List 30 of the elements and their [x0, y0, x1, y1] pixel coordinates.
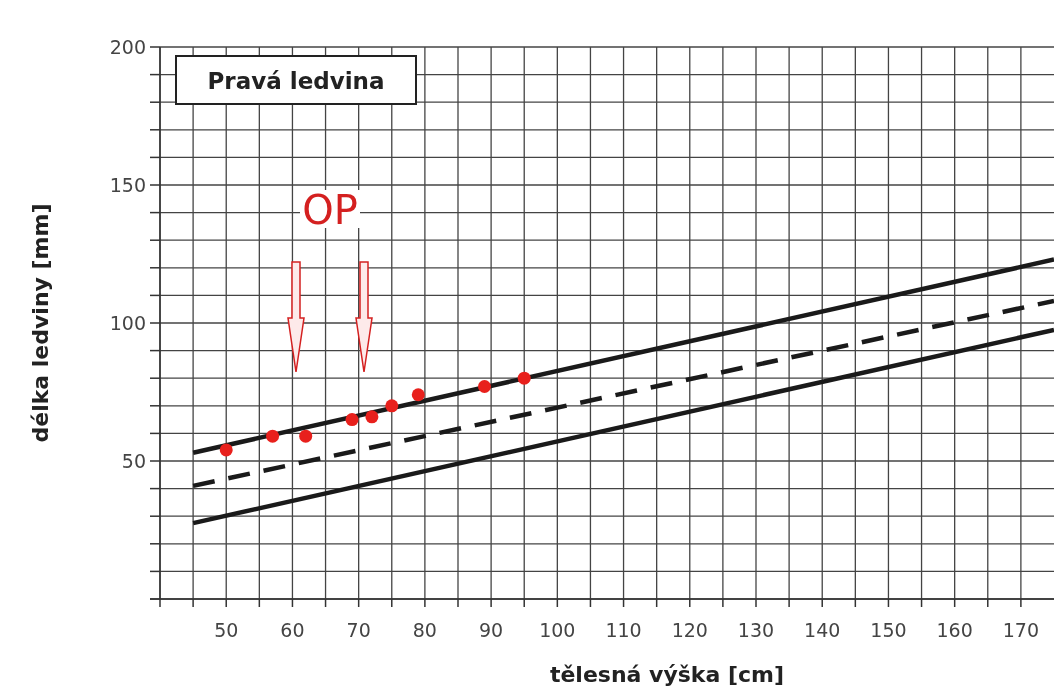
- text: Pravá ledvina: [207, 68, 385, 94]
- x-tick-label: 60: [280, 619, 305, 641]
- x-tick-label: 150: [870, 619, 907, 641]
- x-tick-label: 70: [346, 619, 371, 641]
- x-tick-label: 50: [214, 619, 239, 641]
- y-tick-label: 50: [121, 450, 146, 472]
- y-tick-label: 150: [109, 174, 146, 196]
- point: [299, 429, 313, 443]
- point: [477, 379, 491, 393]
- y-tick-label: 100: [109, 312, 146, 334]
- x-tick-label: 130: [737, 619, 775, 641]
- x-tick-label: 100: [539, 619, 576, 641]
- point: [345, 413, 359, 427]
- point: [385, 399, 399, 413]
- x-axis-title: tělesná výška [cm]: [549, 662, 785, 687]
- point: [365, 410, 379, 424]
- annotation: OP: [302, 187, 358, 233]
- x-tick-label: 90: [479, 619, 504, 641]
- y-tick-label: 200: [109, 36, 146, 58]
- x-tick-label: 140: [804, 619, 841, 641]
- y-axis-title: délka ledviny [mm]: [28, 203, 53, 443]
- x-tick-label: 170: [1002, 619, 1040, 641]
- point: [411, 388, 425, 402]
- x-tick-label: 110: [605, 619, 642, 641]
- point: [219, 443, 233, 457]
- point: [517, 371, 531, 385]
- x-tick-label: 80: [412, 619, 437, 641]
- point: [266, 429, 280, 443]
- x-tick-label: 160: [936, 619, 973, 641]
- x-tick-label: 120: [671, 619, 708, 641]
